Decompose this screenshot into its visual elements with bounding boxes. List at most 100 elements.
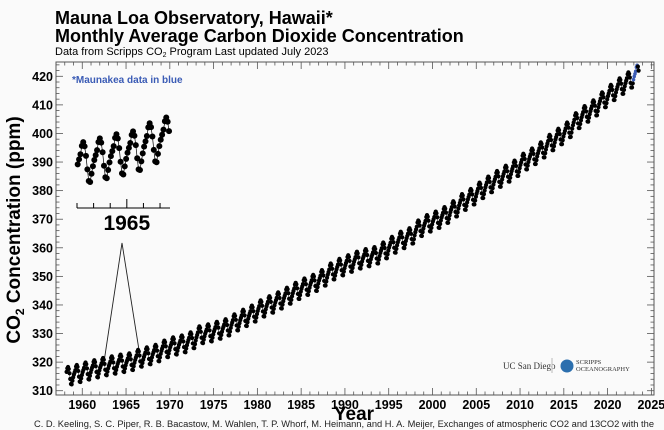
inset-data-point [142, 138, 149, 145]
inset-data-point [76, 156, 83, 163]
data-point [122, 369, 127, 375]
data-point [569, 130, 574, 135]
inset-data-point [91, 156, 98, 163]
data-point [162, 340, 168, 345]
inset-data-point [132, 142, 139, 149]
data-point [332, 273, 338, 278]
data-point [75, 364, 80, 369]
inset-data-point [125, 144, 132, 151]
inset-data-point [117, 158, 124, 165]
data-point [180, 335, 185, 340]
data-point [443, 210, 449, 215]
y-tick-label: 320 [32, 356, 53, 370]
data-point [297, 296, 302, 302]
data-point [321, 273, 326, 278]
inset-data-point [134, 155, 141, 162]
data-point [338, 258, 343, 263]
data-point [446, 220, 451, 225]
data-point [400, 235, 405, 240]
data-point [456, 206, 461, 211]
data-point [487, 179, 492, 184]
data-point [420, 230, 425, 235]
data-point [635, 64, 640, 69]
data-point [609, 84, 614, 89]
data-point [460, 193, 465, 198]
data-point [207, 328, 212, 333]
data-point [140, 360, 145, 366]
data-point [446, 216, 452, 221]
inset-data-point [138, 158, 145, 165]
data-point [76, 368, 81, 374]
data-point [303, 281, 308, 287]
inset-data-point [105, 167, 112, 174]
data-point [289, 297, 294, 302]
data-point [548, 134, 553, 139]
data-point [539, 141, 544, 146]
data-point [66, 366, 71, 372]
y-tick-label: 410 [32, 98, 53, 112]
data-point [130, 367, 136, 373]
data-point [408, 231, 414, 236]
data-point [411, 241, 416, 246]
inset-data-point [94, 147, 101, 154]
data-point [111, 360, 116, 365]
data-point [591, 99, 597, 105]
data-point [96, 371, 101, 376]
data-point [270, 310, 276, 315]
data-point [612, 97, 617, 103]
data-point [618, 77, 623, 82]
data-point [119, 358, 125, 363]
inset-data-point [139, 150, 146, 157]
data-point [533, 161, 538, 167]
data-point [329, 262, 334, 268]
y-tick-label: 420 [32, 70, 53, 84]
y-tick-label: 380 [32, 184, 53, 198]
data-point [618, 81, 624, 86]
maunakea-data-point [631, 77, 636, 82]
data-point [92, 360, 98, 365]
data-point [69, 382, 74, 387]
data-point [114, 367, 119, 373]
data-point [551, 144, 557, 149]
data-point [559, 142, 565, 147]
inset-data-point [107, 153, 114, 160]
data-point [403, 242, 408, 247]
data-point [594, 113, 600, 118]
data-point [621, 91, 626, 96]
inset-data-point [149, 133, 156, 140]
data-point [163, 344, 168, 349]
data-point [530, 148, 535, 153]
data-point [183, 350, 188, 355]
data-point [192, 346, 197, 351]
data-point [136, 349, 141, 354]
data-point [218, 336, 223, 341]
data-point [435, 215, 440, 220]
inset-data-point [89, 163, 96, 170]
x-tick-label: 1975 [200, 398, 228, 412]
data-point [525, 163, 530, 168]
data-point [149, 358, 154, 363]
data-point [122, 366, 128, 371]
inset-data-point [116, 145, 123, 152]
data-point [259, 299, 264, 304]
data-point [524, 167, 530, 172]
x-tick-label: 1995 [375, 398, 403, 412]
data-point [233, 313, 238, 319]
data-point [297, 293, 303, 298]
y-tick-label: 390 [32, 156, 53, 170]
data-point [438, 221, 443, 227]
data-point [87, 373, 93, 378]
data-point [551, 148, 556, 153]
inset-data-point [88, 170, 95, 177]
inset-data-point [82, 152, 89, 159]
data-point [513, 163, 519, 169]
y-tick-label: 340 [32, 298, 53, 312]
data-point [426, 218, 431, 223]
inset-pointer [103, 242, 140, 363]
data-point [276, 291, 282, 297]
inset-data-point [136, 166, 143, 173]
inset-data-point [110, 143, 117, 150]
data-point [522, 156, 527, 162]
data-point [595, 108, 600, 114]
data-point [137, 353, 142, 358]
